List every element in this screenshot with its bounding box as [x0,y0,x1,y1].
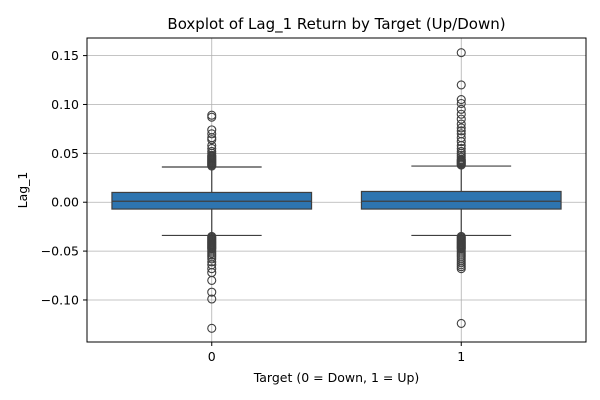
outlier-point [207,129,217,139]
y-tick-label: 0.00 [51,195,79,210]
outlier-point [207,264,217,274]
outlier-point [456,80,466,90]
x-tick-label: 1 [457,349,465,364]
chart-title: Boxplot of Lag_1 Return by Target (Up/Do… [167,15,505,34]
outlier-point [456,146,466,156]
box-group-1 [360,48,562,328]
outlier-point [456,133,466,143]
y-axis-label: Lag_1 [15,172,30,209]
outlier-point [207,143,217,154]
outlier-point [207,294,217,304]
box-series [111,48,562,333]
outlier-point [207,110,217,120]
outlier-point [456,48,466,58]
outlier-point [456,114,466,124]
y-tick-label: 0.15 [51,48,79,63]
y-tick-label: −0.05 [41,244,79,259]
outlier-point [456,109,466,119]
outlier-point [456,264,466,274]
outlier-point [456,104,466,114]
outlier-point [456,318,466,328]
outlier-point [207,287,217,297]
outlier-point [207,275,217,285]
iqr-box [360,190,562,210]
outlier-point [456,119,466,129]
outlier-point [456,95,466,105]
outlier-point [456,123,466,133]
outlier-point [207,254,217,264]
outlier-point [207,323,217,333]
grid-lines [87,38,586,342]
outlier-point [207,146,217,156]
y-tick-label: −0.10 [41,292,79,307]
y-tick-label: 0.05 [51,146,79,161]
plot-area-frame [86,37,587,343]
axis-ticks: −0.10 −0.05 0.00 0.05 0.10 0.15 0 1 [41,48,466,364]
outlier-point [456,143,466,154]
outlier-point [207,125,217,135]
outlier-point [207,257,217,267]
y-tick-label: 0.10 [51,97,79,112]
outlier-point [456,98,466,109]
outlier-point [456,126,466,136]
box-group-0 [111,110,313,333]
x-tick-label: 0 [208,349,216,364]
x-axis-label: Target (0 = Down, 1 = Up) [253,370,420,385]
outlier-point [456,129,466,139]
